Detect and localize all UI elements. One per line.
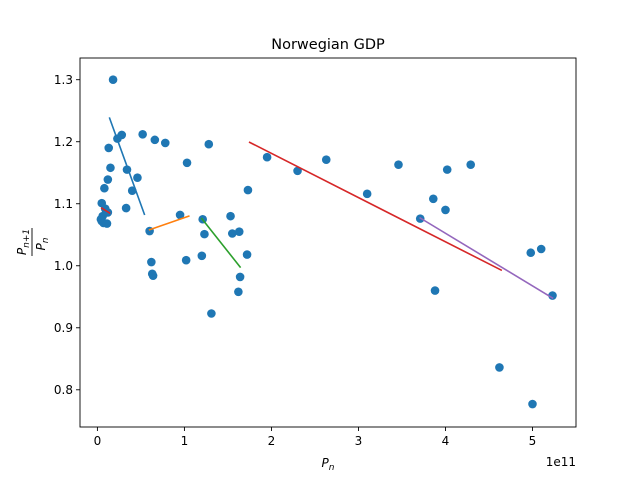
data-point: [150, 135, 160, 145]
y-tick-label: 1.0: [54, 259, 73, 273]
data-point: [106, 163, 115, 173]
y-tick-label: 1.3: [54, 73, 73, 87]
data-point: [175, 210, 185, 220]
data-point: [160, 138, 170, 148]
data-point: [147, 269, 157, 279]
fit-line-1: [100, 206, 111, 215]
data-point: [293, 166, 302, 176]
x-axis-label: Pn: [322, 456, 335, 473]
data-point: [138, 129, 147, 139]
data-point: [200, 229, 209, 239]
fit-line-3: [148, 215, 190, 231]
data-point: [362, 189, 372, 199]
data-point: [262, 152, 272, 162]
data-point: [242, 250, 252, 259]
data-point: [100, 183, 109, 193]
data-point: [243, 185, 253, 195]
data-point: [227, 229, 237, 238]
data-point: [321, 155, 331, 165]
data-point: [442, 165, 452, 174]
data-point: [108, 75, 118, 85]
data-point: [226, 211, 235, 221]
data-point: [197, 251, 207, 261]
data-point: [204, 139, 214, 149]
data-point: [104, 143, 114, 153]
data-point: [466, 160, 476, 169]
data-point: [430, 286, 440, 295]
data-point: [234, 227, 244, 236]
data-point: [441, 205, 450, 215]
axes-frame: [79, 57, 577, 428]
data-point: [102, 219, 112, 228]
y-tick-label: 1.2: [54, 135, 73, 149]
data-point: [121, 203, 131, 213]
data-point: [526, 248, 536, 258]
x-axis-multiplier: 1e11: [546, 455, 576, 469]
y-tick-label: 0.9: [54, 321, 73, 335]
data-point: [147, 257, 156, 267]
data-point: [103, 175, 113, 184]
data-point: [234, 287, 243, 297]
data-point: [133, 173, 142, 182]
data-point: [528, 399, 537, 409]
data-point: [495, 363, 504, 372]
data-point: [235, 272, 245, 282]
data-point: [536, 244, 546, 254]
x-tick-label: 3: [355, 434, 363, 448]
data-point: [548, 291, 557, 300]
x-tick-label: 5: [529, 434, 537, 448]
data-point: [207, 309, 216, 318]
data-point: [394, 160, 403, 169]
fit-line-5: [248, 141, 503, 272]
data-point: [428, 194, 438, 204]
fit-line-6: [419, 216, 554, 300]
x-tick-label: 4: [442, 434, 450, 448]
fit-line-2: [108, 117, 146, 216]
plot-area: [96, 75, 557, 409]
y-tick-label: 0.8: [54, 383, 73, 397]
fit-line-4: [200, 217, 242, 269]
chart-title: Norwegian GDP: [271, 37, 385, 53]
x-tick-label: 0: [94, 434, 102, 448]
svg-text:Pn: Pn: [322, 456, 335, 473]
x-tick-label: 2: [268, 434, 276, 448]
data-point: [182, 158, 192, 168]
y-tick-label: 1.1: [54, 197, 73, 211]
data-point: [181, 255, 191, 265]
x-tick-label: 1: [181, 434, 189, 448]
axis-ticks: 0 1 2 3 4 5 0.8 0.9 1.0 1.1 1.2 1.3: [54, 73, 536, 448]
